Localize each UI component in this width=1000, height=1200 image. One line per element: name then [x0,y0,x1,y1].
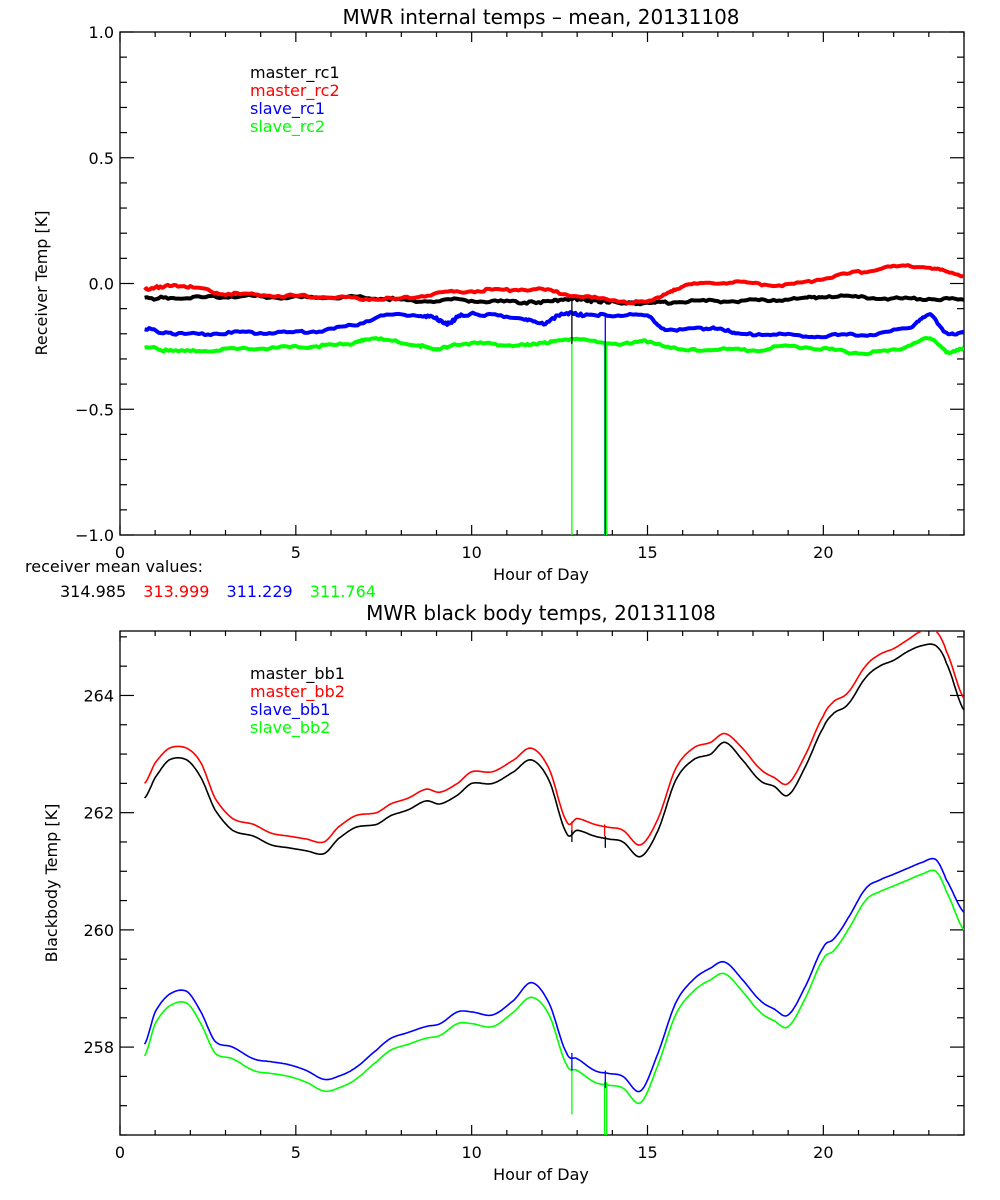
series-group [143,263,964,535]
legend-entry-master-rc2: master_rc2 [250,81,340,101]
y-tick-labels: 264 262 260 258 [83,686,114,1057]
x-axis-label: Hour of Day [493,565,589,584]
mean-slave-rc2: 311.764 [310,582,376,601]
chart-title: MWR black body temps, 20131108 [366,601,716,625]
axis-ticks [119,631,965,1136]
legend-entry-slave-rc2: slave_rc2 [250,117,325,137]
y-tick-labels: 1.0 0.5 0.0 −0.5 −1.0 [75,23,114,545]
y-axis-label: Receiver Temp [K] [32,210,51,355]
y-tick-label: 260 [83,921,114,940]
y-tick-label: 262 [83,804,114,823]
x-tick-label: 10 [461,543,481,562]
axis-ticks [119,31,965,536]
x-tick-label: 15 [637,543,657,562]
x-tick-label: 20 [813,543,833,562]
series-line-slave-bb2 [143,869,964,1105]
legend-entry-slave-rc1: slave_rc1 [250,99,325,119]
receiver-means-label: receiver mean values: [25,557,203,576]
x-tick-labels: 0 5 10 15 20 [115,543,834,562]
legend-entry-slave-bb2: slave_bb2 [250,718,330,738]
series-line-slave-rc1 [144,310,964,340]
legend-entry-slave-bb1: slave_bb1 [250,700,330,720]
receiver-temp-chart: MWR internal temps – mean, 20131108 0 5 10… [32,5,965,584]
legend-entry-master-rc1: master_rc1 [250,63,340,83]
chart-title: MWR internal temps – mean, 20131108 [342,5,739,29]
series-group [143,631,964,1135]
series-line-master-bb2 [144,631,964,846]
x-tick-label: 5 [291,1143,301,1162]
y-axis-label: Blackbody Temp [K] [42,804,61,963]
x-tick-labels: 0 5 10 15 20 [115,1143,834,1162]
plot-frame [119,31,965,536]
x-tick-label: 10 [461,1143,481,1162]
series-line-slave-rc2 [144,335,964,357]
mean-slave-rc1: 311.229 [227,582,293,601]
series-line-slave-bb1 [143,857,964,1093]
series-line-master-rc2 [143,263,964,306]
legend-entry-master-bb1: master_bb1 [250,664,345,684]
y-tick-label: −1.0 [75,526,114,545]
y-tick-label: 0.5 [89,149,114,168]
blackbody-temp-chart: MWR black body temps, 20131108 0 5 10 15 20 … [42,601,965,1184]
y-tick-label: −0.5 [75,400,114,419]
x-tick-label: 20 [813,1143,833,1162]
x-axis-label: Hour of Day [493,1165,589,1184]
y-tick-label: 264 [83,686,114,705]
x-tick-label: 0 [115,543,125,562]
y-tick-label: 258 [83,1038,114,1057]
x-tick-label: 5 [291,543,301,562]
receiver-means: receiver mean values: 314.985 313.999 31… [25,557,376,601]
y-tick-label: 1.0 [89,23,114,42]
y-tick-label: 0.0 [89,275,114,294]
mean-master-rc2: 313.999 [143,582,209,601]
x-tick-label: 15 [637,1143,657,1162]
mean-master-rc1: 314.985 [60,582,126,601]
x-tick-label: 0 [115,1143,125,1162]
plot-frame [119,630,965,1136]
legend-entry-master-bb2: master_bb2 [250,682,345,702]
receiver-means-values: 314.985 313.999 311.229 311.764 [60,582,376,601]
